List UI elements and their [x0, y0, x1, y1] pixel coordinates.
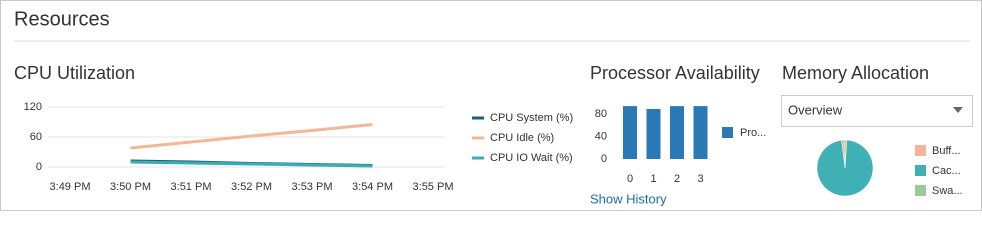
x-tick-label: 3:51 PM — [171, 181, 212, 193]
legend-label: CPU Idle (%) — [490, 132, 554, 144]
select-caret[interactable] — [953, 107, 963, 113]
legend-swatch — [915, 185, 926, 196]
chart-title: Memory Allocation — [782, 63, 929, 83]
y-tick-label: 40 — [595, 130, 607, 142]
legend-label: Cac... — [932, 165, 961, 177]
y-tick-label: 120 — [24, 101, 42, 113]
resources-panel: Resources CPU Utilization Processor Avai… — [0, 0, 982, 211]
legend-label: CPU System (%) — [490, 112, 573, 124]
x-tick-label: 0 — [627, 173, 633, 185]
pie-slice — [816, 139, 874, 197]
legend-swatch — [915, 165, 926, 176]
y-tick-label: 60 — [30, 131, 42, 143]
x-tick-label: 3:54 PM — [352, 181, 393, 193]
pie-slice — [844, 139, 848, 169]
memory-select[interactable] — [781, 95, 973, 127]
y-tick-label: 0 — [601, 153, 607, 165]
x-tick-label: 3 — [697, 173, 703, 185]
series-line — [130, 160, 373, 168]
y-tick-label: 0 — [36, 161, 42, 173]
legend-label: Buff... — [932, 145, 961, 157]
legend-label: Pro... — [740, 127, 766, 139]
x-tick-label: 3:52 PM — [231, 181, 272, 193]
bar — [646, 108, 661, 159]
x-tick-label: 1 — [650, 173, 656, 185]
legend-swatch — [915, 145, 926, 156]
select-value[interactable]: Overview — [788, 102, 843, 117]
x-tick-label: 3:55 PM — [413, 181, 454, 193]
x-tick-label: 3:49 PM — [50, 181, 91, 193]
legend-swatch — [722, 127, 733, 138]
bar — [693, 106, 708, 159]
y-tick-label: 80 — [595, 108, 607, 120]
legend-label: CPU IO Wait (%) — [490, 152, 573, 164]
bar — [623, 106, 637, 159]
legend-label: Swa... — [932, 185, 963, 197]
x-tick-label: 3:53 PM — [292, 181, 333, 193]
chart-title: CPU Utilization — [14, 63, 135, 83]
show-history-link[interactable]: Show History — [590, 191, 667, 206]
x-tick-label: 2 — [674, 173, 680, 185]
x-tick-label: 3:50 PM — [110, 181, 151, 193]
bar — [670, 106, 684, 159]
series-line — [130, 123, 373, 150]
chart-title: Processor Availability — [590, 63, 760, 83]
panel-title: Resources — [14, 8, 110, 30]
